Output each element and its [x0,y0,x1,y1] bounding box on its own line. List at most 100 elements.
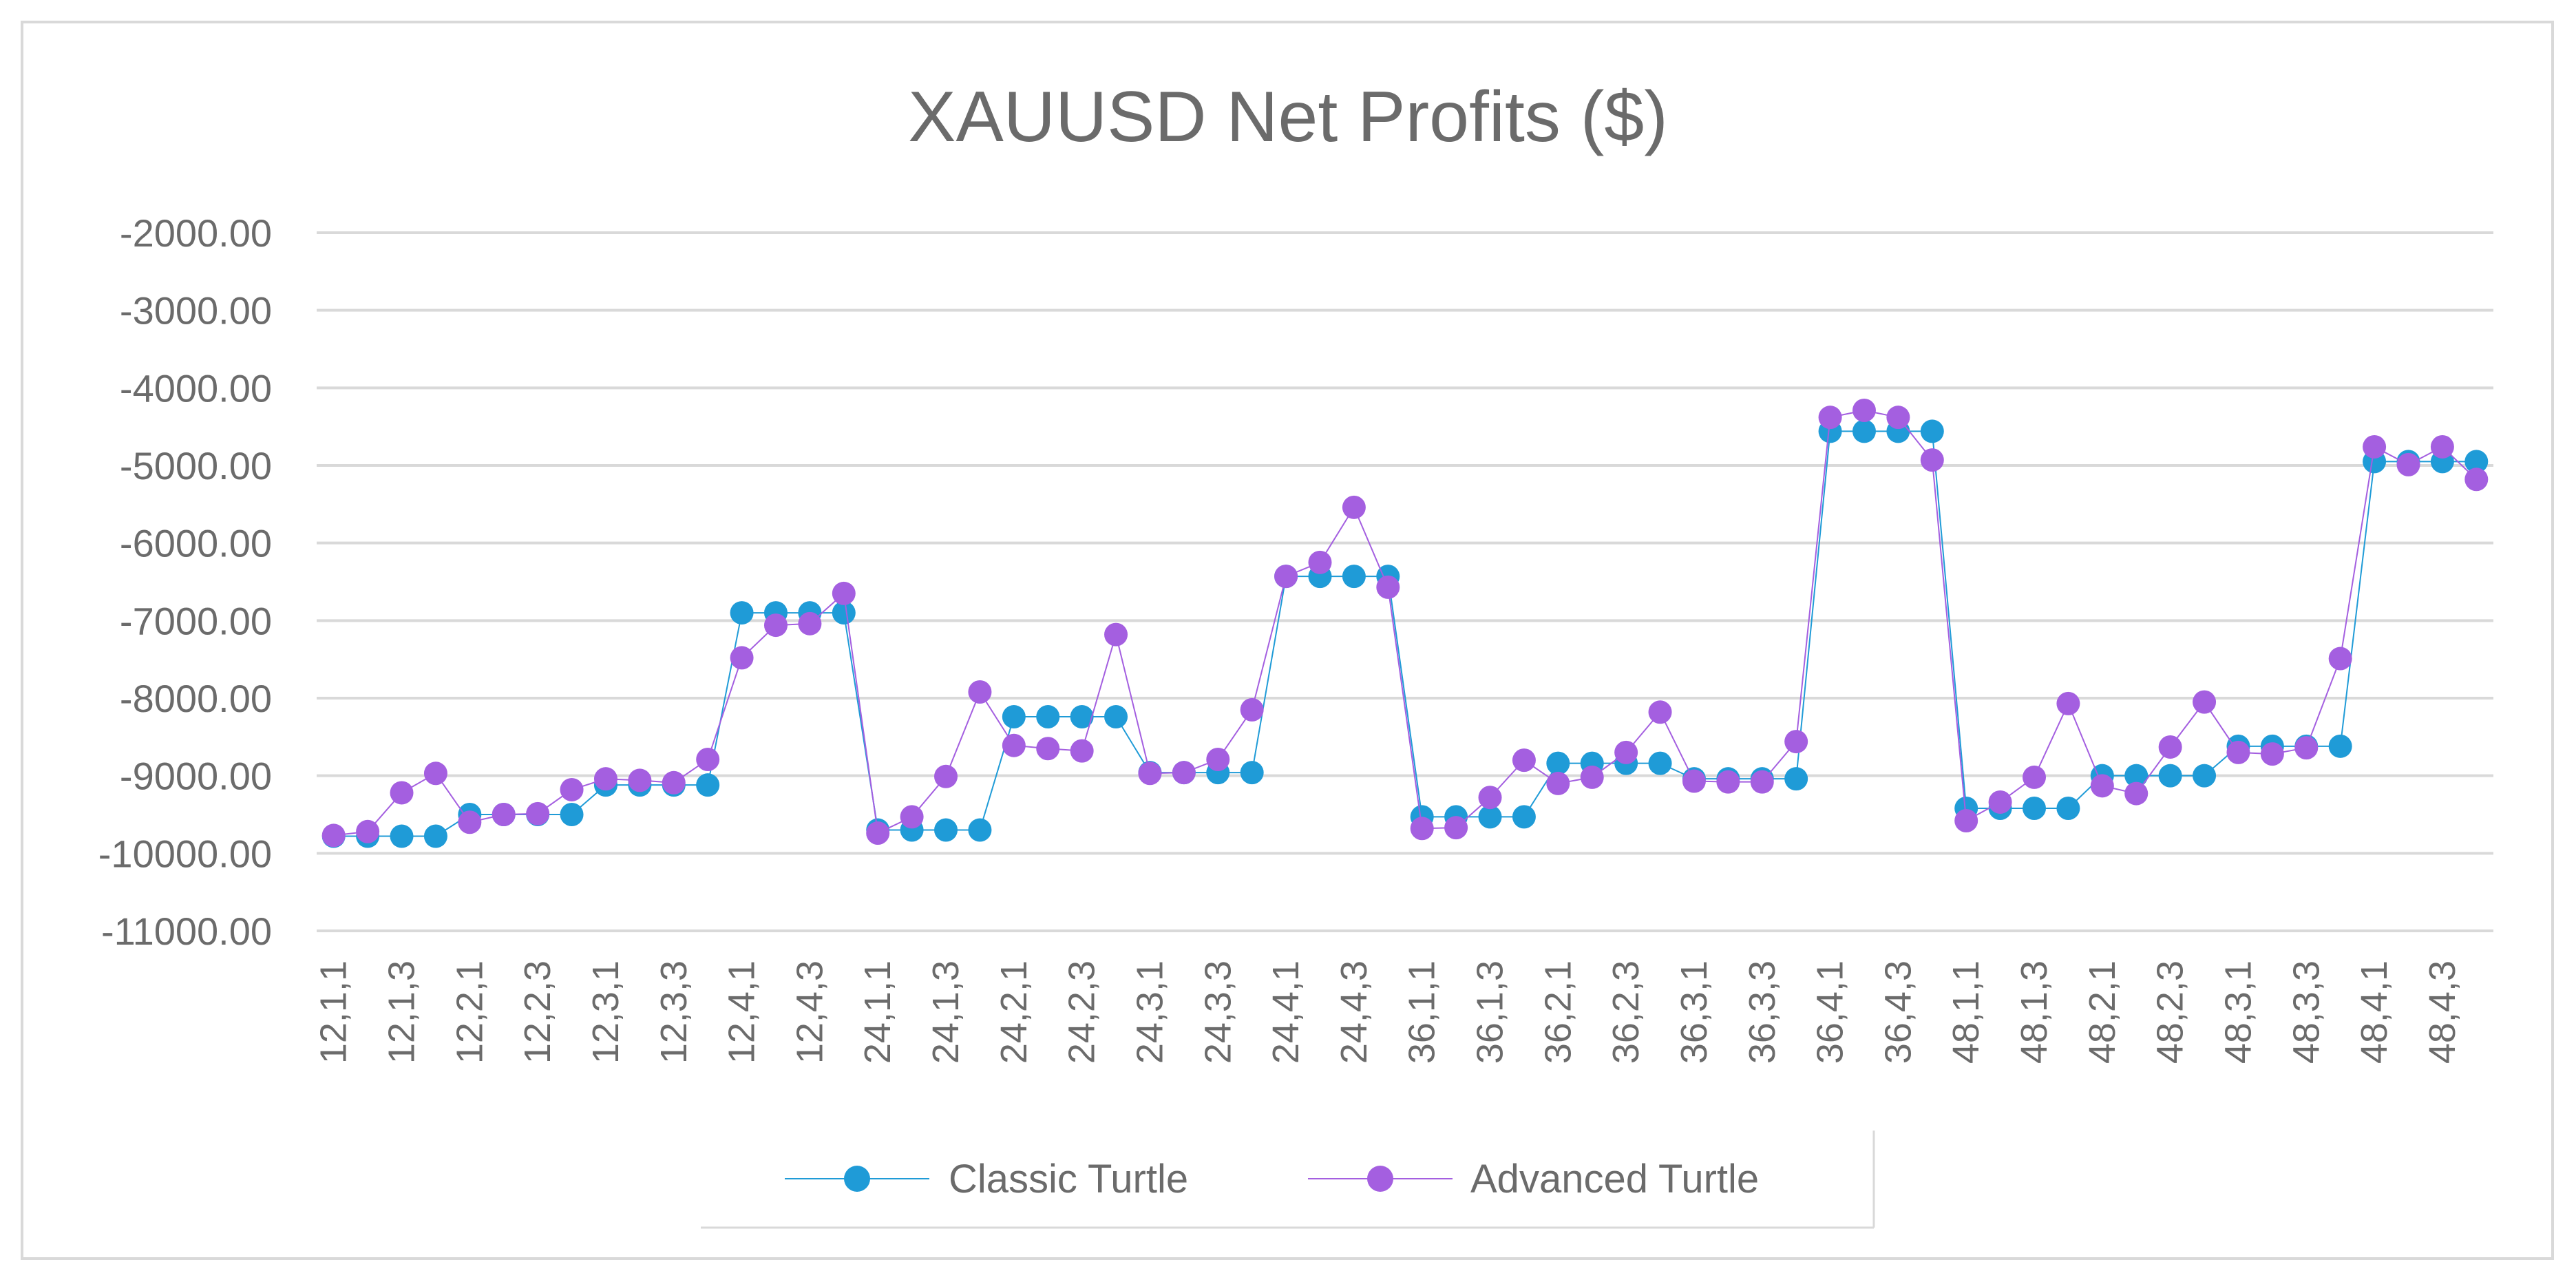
data-point[interactable] [2056,796,2080,820]
data-point[interactable] [1002,733,1026,757]
data-point[interactable] [968,680,992,704]
data-point[interactable] [730,601,754,625]
data-point[interactable] [1410,817,1434,841]
data-point[interactable] [1002,705,1026,729]
data-point[interactable] [1750,770,1774,794]
data-point[interactable] [1716,770,1740,794]
data-point[interactable] [1478,786,1502,810]
data-point[interactable] [1308,550,1332,574]
data-point[interactable] [798,611,822,635]
data-point[interactable] [1036,737,1060,761]
data-point[interactable] [696,748,720,772]
data-point[interactable] [390,781,414,805]
data-point[interactable] [1240,697,1264,722]
data-point[interactable] [458,810,482,834]
data-point[interactable] [1512,748,1536,773]
data-point[interactable] [1784,767,1808,791]
data-point[interactable] [1070,739,1094,763]
data-point[interactable] [593,767,617,791]
data-point[interactable] [560,803,584,826]
data-point[interactable] [2056,691,2080,715]
data-point[interactable] [356,819,380,843]
data-point[interactable] [2124,781,2149,806]
data-point[interactable] [662,770,686,795]
data-point[interactable] [2158,735,2182,759]
data-point[interactable] [832,581,856,605]
y-tick-label: -4000.00 [120,366,272,410]
data-point[interactable] [2363,434,2387,459]
data-point[interactable] [628,768,652,792]
data-point[interactable] [900,805,924,829]
data-point[interactable] [1886,406,1910,430]
data-point[interactable] [832,601,856,625]
data-point[interactable] [1648,700,1672,724]
data-point[interactable] [492,803,516,826]
data-point[interactable] [1104,705,1128,729]
data-point[interactable] [1920,419,1944,443]
data-point[interactable] [1852,419,1876,443]
data-point[interactable] [1852,399,1876,423]
data-point[interactable] [1546,771,1570,795]
data-point[interactable] [968,818,992,842]
data-point[interactable] [2396,452,2420,476]
data-point[interactable] [2226,740,2250,764]
data-point[interactable] [321,823,346,848]
data-point[interactable] [1070,705,1094,729]
data-point[interactable] [1580,765,1604,789]
data-point[interactable] [1682,769,1706,793]
data-point[interactable] [1342,565,1366,589]
data-point[interactable] [423,761,447,786]
data-point[interactable] [2294,736,2319,760]
data-point[interactable] [1648,751,1672,775]
data-point[interactable] [390,824,414,848]
data-point[interactable] [2430,434,2454,459]
data-point[interactable] [1172,761,1196,785]
data-point[interactable] [2193,764,2217,788]
data-point[interactable] [1138,761,1162,786]
data-point[interactable] [1614,740,1638,764]
data-point[interactable] [1784,730,1808,754]
series-layer [321,399,2489,848]
data-point[interactable] [1342,495,1366,519]
legend-item-classic-turtle[interactable]: Classic Turtle [785,1157,1188,1201]
data-point[interactable] [1512,805,1536,829]
data-point[interactable] [2328,647,2352,671]
data-point[interactable] [730,646,754,670]
data-point[interactable] [1240,761,1264,785]
data-point[interactable] [2260,742,2284,766]
data-point[interactable] [1444,816,1468,840]
data-point[interactable] [866,821,890,845]
data-point[interactable] [2023,796,2047,820]
legend-item-advanced-turtle[interactable]: Advanced Turtle [1308,1157,1759,1201]
x-tick-label: 24,1,3 [925,960,967,1064]
data-point[interactable] [2464,467,2489,492]
data-point[interactable] [696,773,720,797]
data-point[interactable] [2124,764,2149,788]
data-point[interactable] [526,801,550,826]
data-point[interactable] [1920,448,1944,472]
data-point[interactable] [934,764,958,788]
x-tick-label: 24,4,1 [1265,960,1307,1064]
data-point[interactable] [1818,406,1842,430]
data-point[interactable] [2158,764,2182,788]
data-point[interactable] [1478,805,1502,829]
data-point[interactable] [2328,734,2352,758]
data-point[interactable] [2090,774,2114,798]
x-tick-label: 24,2,3 [1062,960,1103,1064]
data-point[interactable] [1036,705,1060,729]
data-point[interactable] [1376,575,1400,599]
data-point[interactable] [2023,765,2047,789]
data-point[interactable] [1274,565,1298,589]
data-point[interactable] [1206,748,1230,772]
data-point[interactable] [763,613,788,638]
data-point[interactable] [1104,622,1128,647]
data-point[interactable] [560,777,584,801]
data-point[interactable] [1546,751,1570,775]
data-point[interactable] [2193,690,2217,714]
data-point[interactable] [423,824,447,848]
data-point[interactable] [934,818,958,842]
data-point[interactable] [2464,450,2489,474]
data-point[interactable] [1954,809,1978,833]
data-point[interactable] [1988,790,2012,814]
x-tick-label: 48,3,3 [2285,960,2327,1064]
